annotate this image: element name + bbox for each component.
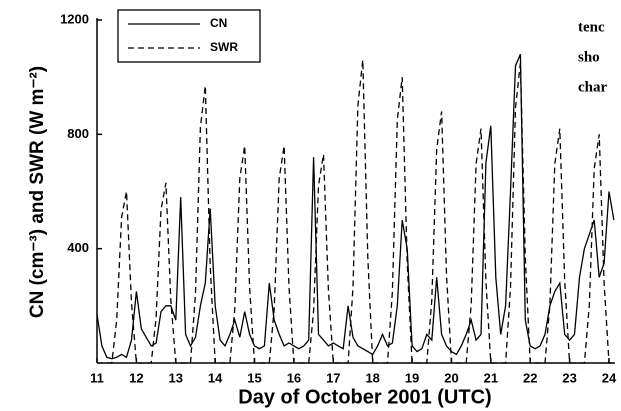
x-tick-label: 21 [484,370,498,385]
x-tick-label: 16 [287,370,301,385]
y-tick-label: 400 [67,240,89,255]
x-tick-label: 12 [129,370,143,385]
legend-label: CN [210,16,227,30]
data-line [96,54,615,360]
x-tick-label: 17 [326,370,340,385]
x-tick-label: 20 [444,370,458,385]
y-axis-label: CN (cm⁻³) and SWR (W m⁻²) [27,66,48,318]
x-tick-label: 15 [247,370,261,385]
x-axis-label: Day of October 2001 (UTC) [238,386,491,408]
legend-label: SWR [210,40,238,54]
x-tick-label: 19 [405,370,419,385]
x-tick-label: 23 [562,370,576,385]
y-tick-label: 800 [67,126,89,141]
x-tick-label: 24 [602,370,617,385]
x-tick-label: 22 [523,370,537,385]
y-tick-label: 1200 [60,11,89,26]
side-text: char [578,79,608,95]
side-text: tenc [578,19,605,35]
legend-box [117,9,261,63]
x-tick-label: 11 [90,370,104,385]
data-line [97,59,614,364]
side-text: sho [578,49,600,65]
x-tick-label: 18 [365,370,379,385]
x-tick-label: 13 [169,370,183,385]
x-tick-label: 14 [208,370,223,385]
